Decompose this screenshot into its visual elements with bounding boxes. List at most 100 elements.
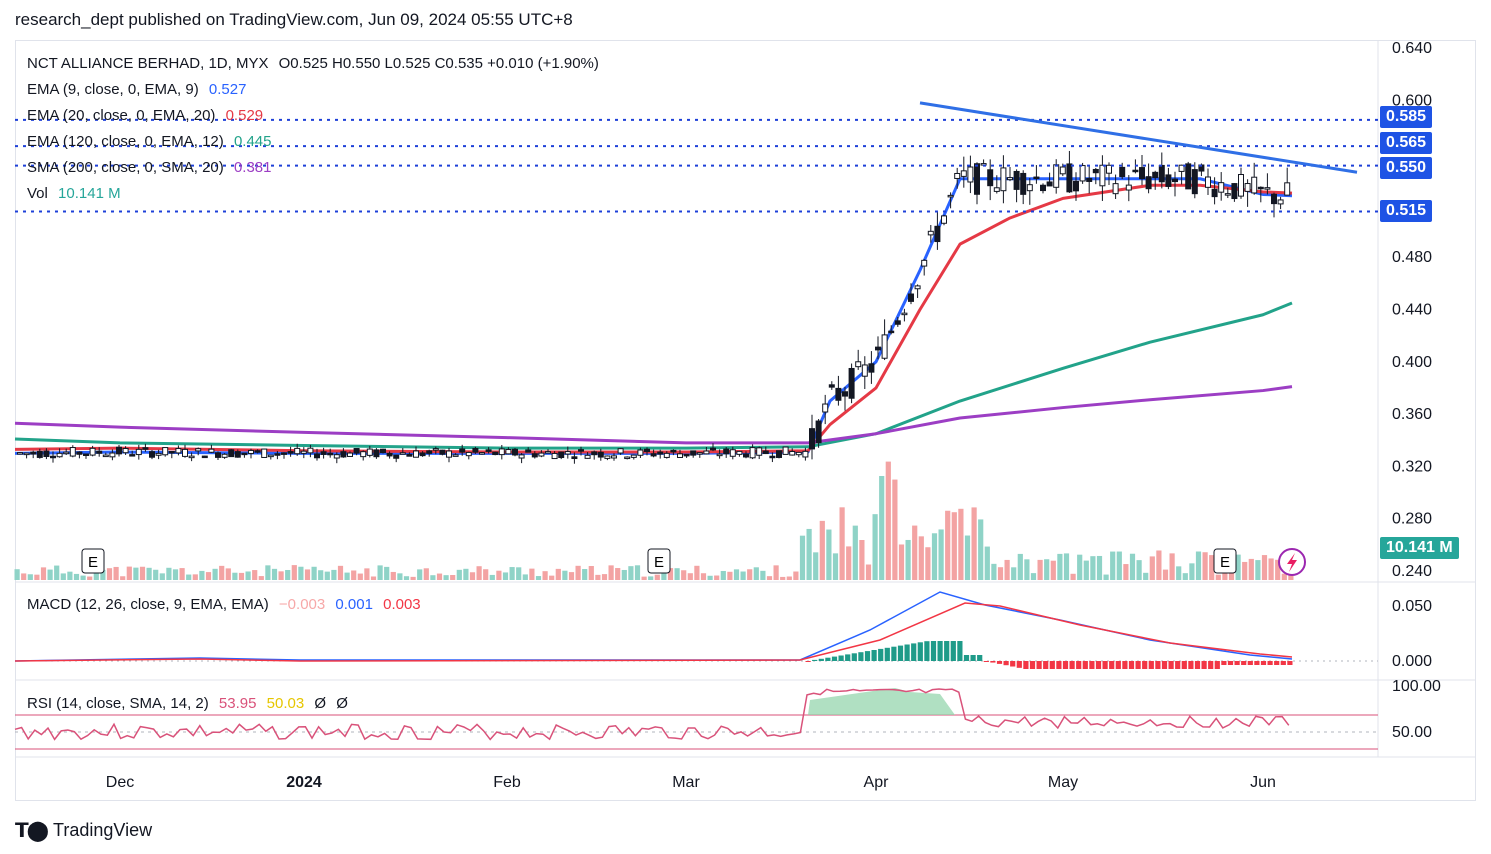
candle-body [419,452,426,457]
legend-vol-row[interactable]: Vol 10.141 M [27,185,127,202]
volume-bar [555,568,561,580]
volume-bar [1044,559,1050,580]
candle-body [723,448,730,455]
macd-histogram-bar [1274,661,1280,665]
volume-bar [1209,555,1215,580]
time-tick-label: Jun [1250,774,1276,791]
earnings-marker-3[interactable]: E [1213,548,1237,574]
candle-body [974,163,980,195]
earnings-marker-2[interactable]: E [647,548,671,574]
candle-body [1244,183,1251,192]
volume-bar [67,571,73,580]
candle-body [1125,184,1132,191]
candle-body [241,452,248,456]
time-tick-label: Feb [493,774,521,791]
volume-bar [265,565,271,580]
volume-bar [549,575,555,580]
legend-macd-value: 0.001 [335,596,373,613]
price-tick-label: 0.600 [1392,92,1432,109]
candle-body [782,446,789,455]
volume-bar [588,566,594,580]
candle-body [1178,164,1185,172]
macd-histogram-bar [864,651,871,661]
candle-body [736,450,743,455]
legend-ema120-row[interactable]: EMA (120, close, 0, EMA, 12) 0.445 [27,133,277,150]
candle-body [881,334,888,359]
volume-bar [898,544,905,580]
volume-bar [885,461,891,580]
candle-body [960,170,967,177]
candle-body [1073,180,1079,192]
trendline [919,101,1358,174]
candle-body [848,367,855,399]
candle-body [901,312,908,316]
macd-histogram-bar [1280,661,1286,665]
volume-bar [892,479,898,580]
volume-bar [245,571,251,580]
legend-rsi-row[interactable]: RSI (14, close, SMA, 14, 2) 53.95 50.03 … [27,695,354,712]
volume-bar [153,569,159,580]
volume-bar [469,572,476,580]
tradingview-logo[interactable]: 𝗧⬤ TradingView [15,818,152,843]
volume-bar [370,576,377,580]
candle-body [545,451,551,454]
volume-bar [1070,573,1076,580]
legend-ema9-row[interactable]: EMA (9, close, 0, EMA, 9) 0.527 [27,81,252,98]
candle-body [842,391,848,397]
macd-histogram-bar [990,661,996,663]
candle-body [366,448,373,456]
volume-bar [819,520,825,580]
candle-body [135,448,142,456]
volume-bar [351,570,357,580]
macd-histogram-bar [1122,661,1128,669]
legend-ema20-row[interactable]: EMA (20, close, 0, EMA, 20) 0.529 [27,107,269,124]
rsi-line [14,688,1290,741]
candle-body [432,448,439,451]
ma-line-3 [14,385,1293,445]
macd-histogram-bar [1010,661,1016,667]
candle-body [30,451,37,455]
candle-body [630,454,637,458]
volume-bar [760,570,766,580]
volume-bar [945,510,951,580]
price-tick-label: 0.400 [1392,354,1432,371]
volume-bar [522,574,528,580]
volume-bar [54,565,60,580]
price-tick-label: 0.280 [1392,511,1432,528]
candle-body [1271,193,1277,205]
volume-bar [912,525,918,580]
candle-body [452,454,459,457]
volume-bar [674,568,680,580]
earnings-marker-1[interactable]: E [81,548,105,574]
candle-body [248,449,254,454]
ma-line-0 [14,177,1293,455]
earnings-marker-label: E [88,554,98,571]
macd-tick-label: 0.050 [1392,598,1432,615]
rsi-pane [14,688,1378,750]
volume-bar [654,574,660,580]
volume-bar [793,571,799,580]
candle-body [947,194,954,198]
legend-sma200-row[interactable]: SMA (200, close, 0, SMA, 20) 0.381 [27,159,277,176]
candle-body [1013,170,1020,190]
price-tick-label: 0.640 [1392,40,1432,57]
volume-bar [133,567,139,580]
chart-frame[interactable] [15,40,1476,801]
volume-bar [252,570,258,580]
candle-body [287,451,294,454]
volume-bar [298,566,304,580]
candle-body [83,453,89,456]
candle-body [776,450,782,458]
legend-macd-row[interactable]: MACD (12, 26, close, 9, EMA, EMA) −0.003… [27,596,427,613]
volume-bar [1281,573,1287,580]
candle-body [254,450,261,453]
candle-body [1007,177,1013,181]
volume-bar [1030,573,1037,580]
macd-histogram-bar [930,641,937,661]
macd-histogram-bar [1148,661,1154,669]
volume-bar [879,475,885,580]
volume-bar [93,571,99,580]
lightning-icon[interactable] [1278,548,1306,576]
volume-bar [601,574,608,580]
